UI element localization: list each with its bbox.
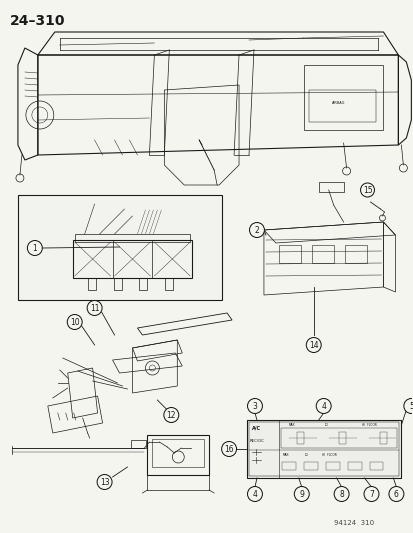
Bar (139, 278, 147, 290)
Circle shape (294, 487, 309, 502)
Circle shape (333, 487, 348, 502)
Text: LO: LO (304, 453, 308, 457)
Bar (344, 245, 366, 263)
Circle shape (221, 441, 236, 456)
Text: MAX: MAX (282, 453, 289, 457)
Circle shape (249, 222, 264, 238)
Bar (152, 439, 204, 467)
Bar (318, 182, 343, 192)
Text: 11: 11 (90, 304, 99, 313)
Bar (147, 435, 209, 475)
Circle shape (247, 487, 262, 502)
Text: 14: 14 (308, 341, 318, 350)
Circle shape (247, 399, 262, 414)
Bar (308, 90, 375, 122)
Text: 9: 9 (299, 490, 304, 499)
Bar (281, 462, 295, 470)
Bar (338, 432, 345, 444)
Circle shape (316, 399, 330, 414)
Text: 7: 7 (368, 490, 373, 499)
Bar (325, 462, 339, 470)
Circle shape (306, 337, 320, 352)
Text: 24–310: 24–310 (10, 14, 65, 28)
Text: 1: 1 (32, 244, 37, 253)
Text: 3: 3 (252, 402, 257, 411)
Bar (369, 462, 382, 470)
Text: 2: 2 (254, 226, 259, 235)
Bar (311, 245, 333, 263)
Text: 5: 5 (408, 402, 413, 411)
Text: MAX: MAX (288, 423, 294, 427)
Text: REC/OC: REC/OC (249, 439, 264, 443)
Circle shape (388, 487, 403, 502)
Circle shape (27, 240, 42, 255)
Bar (280, 428, 396, 448)
Bar (278, 245, 300, 263)
Circle shape (363, 487, 378, 502)
Bar (165, 278, 173, 290)
Bar (347, 462, 361, 470)
Circle shape (67, 314, 82, 329)
Bar (18, 195, 221, 300)
Text: 6: 6 (393, 490, 398, 499)
Text: 94124  310: 94124 310 (333, 520, 373, 526)
Text: A/C: A/C (252, 426, 260, 431)
Text: 12: 12 (166, 411, 176, 420)
Text: LO: LO (324, 423, 328, 427)
Text: 16: 16 (224, 445, 233, 454)
Text: HI  FLOOR: HI FLOOR (361, 423, 375, 427)
Circle shape (360, 183, 374, 197)
Text: AIRBAG: AIRBAG (331, 101, 344, 105)
Text: 10: 10 (70, 318, 79, 327)
Bar (247, 420, 401, 478)
Bar (131, 440, 146, 448)
Bar (303, 462, 317, 470)
Text: 13: 13 (100, 478, 109, 487)
Bar (88, 278, 95, 290)
Text: 8: 8 (338, 490, 343, 499)
Circle shape (403, 399, 413, 414)
Text: 4: 4 (252, 490, 257, 499)
Circle shape (164, 408, 178, 423)
Text: 4: 4 (320, 402, 325, 411)
Text: HI  FLOOR: HI FLOOR (321, 453, 336, 457)
Bar (303, 65, 382, 130)
Bar (74, 234, 190, 242)
Circle shape (87, 301, 102, 316)
Bar (296, 432, 303, 444)
Bar (113, 278, 121, 290)
Bar (380, 432, 387, 444)
Bar (73, 240, 192, 278)
Circle shape (97, 474, 112, 489)
Bar (248, 422, 399, 476)
Text: 15: 15 (362, 186, 371, 195)
